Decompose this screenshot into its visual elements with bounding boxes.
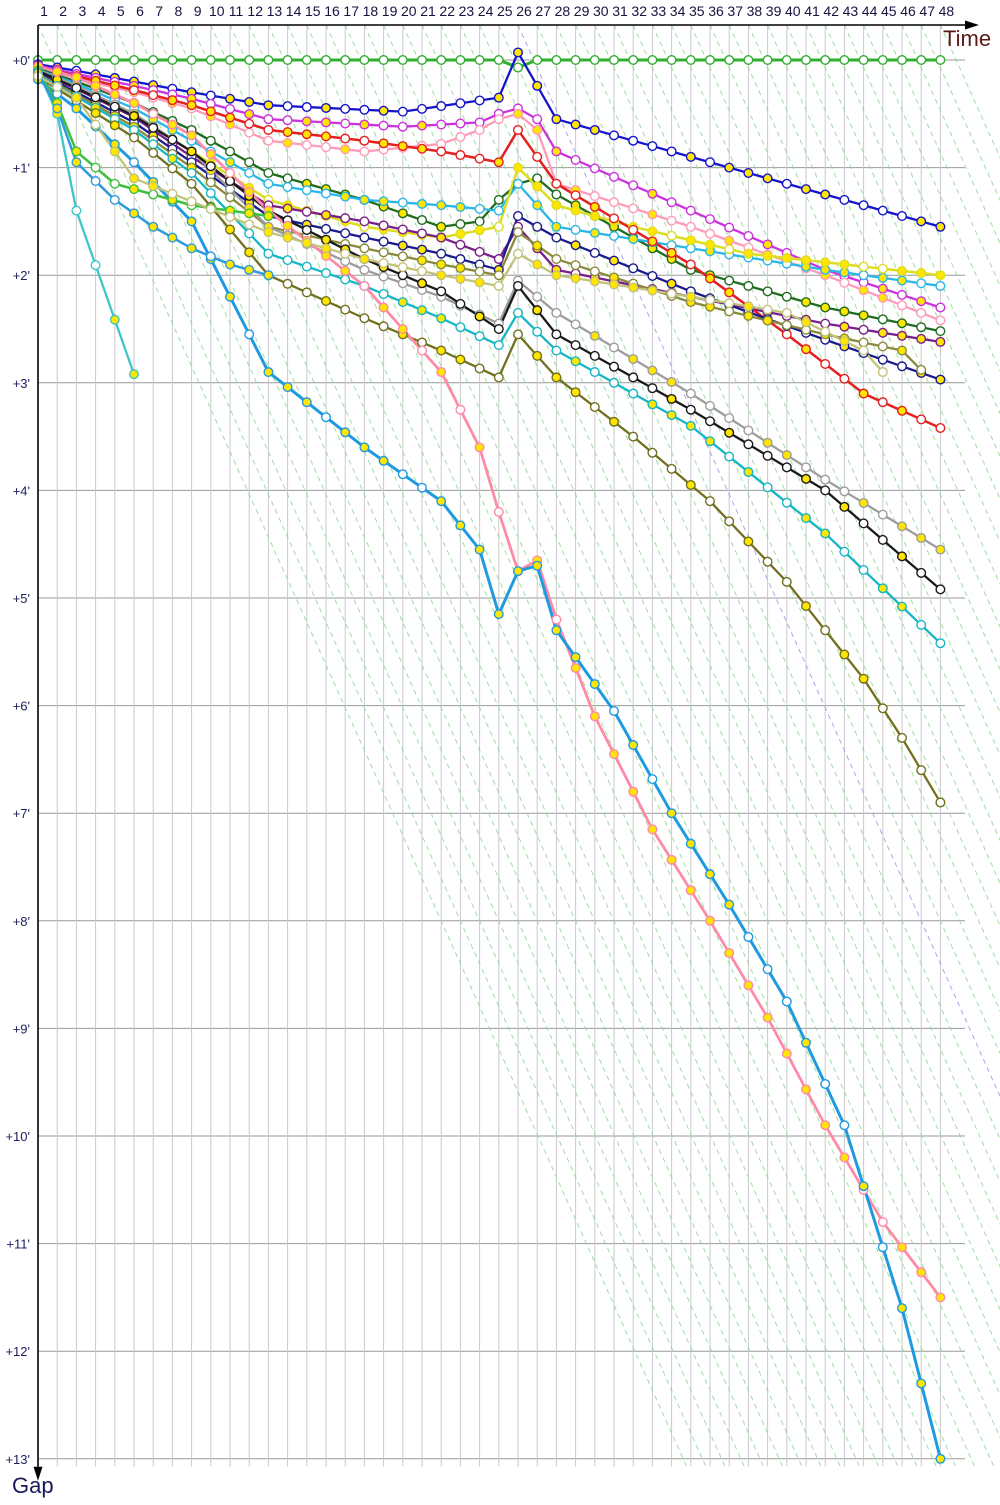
svg-text:18: 18 [363, 3, 379, 19]
svg-text:31: 31 [612, 3, 628, 19]
svg-text:29: 29 [574, 3, 590, 19]
svg-text:40: 40 [785, 3, 801, 19]
svg-text:44: 44 [862, 3, 878, 19]
svg-text:36: 36 [708, 3, 724, 19]
svg-text:21: 21 [420, 3, 436, 19]
svg-text:6: 6 [136, 3, 144, 19]
svg-text:+6': +6' [13, 699, 30, 714]
svg-text:9: 9 [194, 3, 202, 19]
svg-text:47: 47 [919, 3, 935, 19]
svg-text:+2': +2' [13, 268, 30, 283]
svg-text:11: 11 [229, 3, 244, 19]
svg-text:35: 35 [689, 3, 705, 19]
svg-text:10: 10 [209, 3, 225, 19]
svg-text:2: 2 [59, 3, 67, 19]
svg-text:34: 34 [670, 3, 686, 19]
svg-text:26: 26 [516, 3, 532, 19]
svg-text:37: 37 [727, 3, 743, 19]
svg-text:13: 13 [267, 3, 283, 19]
svg-text:33: 33 [651, 3, 667, 19]
svg-text:15: 15 [305, 3, 321, 19]
svg-text:32: 32 [631, 3, 647, 19]
svg-text:+7': +7' [13, 806, 30, 821]
svg-text:3: 3 [79, 3, 87, 19]
svg-text:42: 42 [823, 3, 839, 19]
svg-text:8: 8 [175, 3, 183, 19]
svg-text:+9': +9' [13, 1021, 30, 1036]
svg-text:14: 14 [286, 3, 302, 19]
svg-text:23: 23 [459, 3, 475, 19]
svg-text:19: 19 [382, 3, 398, 19]
svg-text:16: 16 [324, 3, 340, 19]
svg-text:46: 46 [900, 3, 916, 19]
svg-text:7: 7 [155, 3, 163, 19]
svg-text:+11': +11' [6, 1237, 30, 1252]
svg-text:20: 20 [401, 3, 417, 19]
svg-text:48: 48 [939, 3, 955, 19]
svg-text:+4': +4' [13, 483, 30, 498]
svg-text:+8': +8' [13, 914, 30, 929]
svg-text:+12': +12' [5, 1344, 30, 1359]
svg-text:4: 4 [98, 3, 106, 19]
svg-text:43: 43 [843, 3, 859, 19]
svg-text:+1': +1' [13, 161, 30, 176]
svg-text:28: 28 [555, 3, 571, 19]
svg-text:39: 39 [766, 3, 782, 19]
svg-text:27: 27 [535, 3, 551, 19]
svg-text:Gap: Gap [12, 1473, 54, 1498]
svg-text:5: 5 [117, 3, 125, 19]
svg-text:38: 38 [747, 3, 763, 19]
svg-text:+0': +0' [13, 53, 30, 68]
svg-text:1: 1 [40, 3, 48, 19]
svg-text:12: 12 [247, 3, 263, 19]
svg-text:+5': +5' [13, 591, 30, 606]
svg-text:41: 41 [804, 3, 820, 19]
svg-text:+10': +10' [5, 1129, 30, 1144]
svg-text:+3': +3' [13, 376, 30, 391]
svg-text:17: 17 [343, 3, 359, 19]
svg-text:24: 24 [478, 3, 494, 19]
svg-text:45: 45 [881, 3, 897, 19]
svg-text:22: 22 [439, 3, 455, 19]
svg-text:30: 30 [593, 3, 609, 19]
svg-text:+13': +13' [5, 1452, 30, 1467]
svg-text:Time: Time [943, 26, 991, 51]
svg-text:25: 25 [497, 3, 513, 19]
